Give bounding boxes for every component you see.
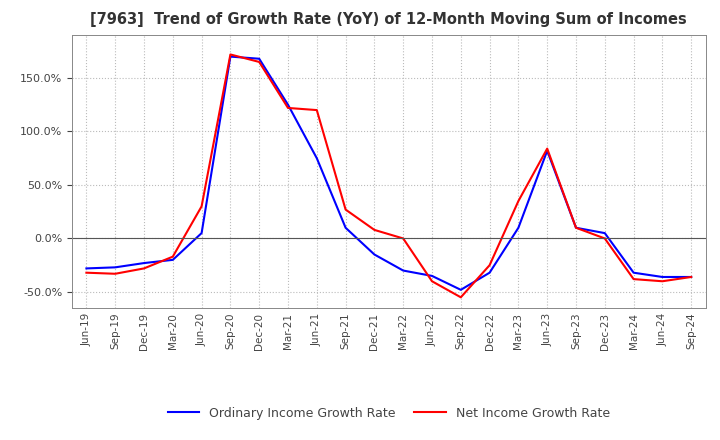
Ordinary Income Growth Rate [82, 266, 91, 271]
Net Income Growth Rate [514, 198, 523, 204]
Net Income Growth Rate [341, 207, 350, 212]
Title: [7963]  Trend of Growth Rate (YoY) of 12-Month Moving Sum of Incomes: [7963] Trend of Growth Rate (YoY) of 12-… [91, 12, 687, 27]
Ordinary Income Growth Rate [140, 260, 148, 266]
Ordinary Income Growth Rate [428, 273, 436, 279]
Net Income Growth Rate [543, 146, 552, 151]
Net Income Growth Rate [399, 236, 408, 241]
Net Income Growth Rate [312, 107, 321, 113]
Net Income Growth Rate [255, 59, 264, 65]
Net Income Growth Rate [82, 270, 91, 275]
Ordinary Income Growth Rate [370, 252, 379, 257]
Ordinary Income Growth Rate [572, 225, 580, 231]
Net Income Growth Rate [226, 52, 235, 57]
Ordinary Income Growth Rate [658, 274, 667, 279]
Ordinary Income Growth Rate [514, 225, 523, 231]
Ordinary Income Growth Rate [629, 270, 638, 275]
Ordinary Income Growth Rate [687, 274, 696, 279]
Ordinary Income Growth Rate [111, 265, 120, 270]
Ordinary Income Growth Rate [341, 225, 350, 231]
Net Income Growth Rate [572, 225, 580, 231]
Ordinary Income Growth Rate [226, 54, 235, 59]
Net Income Growth Rate [140, 266, 148, 271]
Ordinary Income Growth Rate [255, 56, 264, 61]
Ordinary Income Growth Rate [284, 102, 292, 107]
Ordinary Income Growth Rate [456, 287, 465, 293]
Line: Ordinary Income Growth Rate: Ordinary Income Growth Rate [86, 57, 691, 290]
Net Income Growth Rate [370, 227, 379, 233]
Ordinary Income Growth Rate [543, 148, 552, 154]
Ordinary Income Growth Rate [600, 231, 609, 236]
Net Income Growth Rate [428, 279, 436, 284]
Ordinary Income Growth Rate [312, 156, 321, 161]
Ordinary Income Growth Rate [399, 268, 408, 273]
Legend: Ordinary Income Growth Rate, Net Income Growth Rate: Ordinary Income Growth Rate, Net Income … [163, 402, 615, 425]
Net Income Growth Rate [197, 204, 206, 209]
Net Income Growth Rate [456, 295, 465, 300]
Net Income Growth Rate [485, 263, 494, 268]
Net Income Growth Rate [658, 279, 667, 284]
Net Income Growth Rate [600, 236, 609, 241]
Net Income Growth Rate [111, 271, 120, 276]
Net Income Growth Rate [629, 276, 638, 282]
Net Income Growth Rate [687, 274, 696, 279]
Ordinary Income Growth Rate [485, 270, 494, 275]
Line: Net Income Growth Rate: Net Income Growth Rate [86, 55, 691, 297]
Ordinary Income Growth Rate [168, 257, 177, 263]
Ordinary Income Growth Rate [197, 231, 206, 236]
Net Income Growth Rate [168, 254, 177, 259]
Net Income Growth Rate [284, 105, 292, 110]
